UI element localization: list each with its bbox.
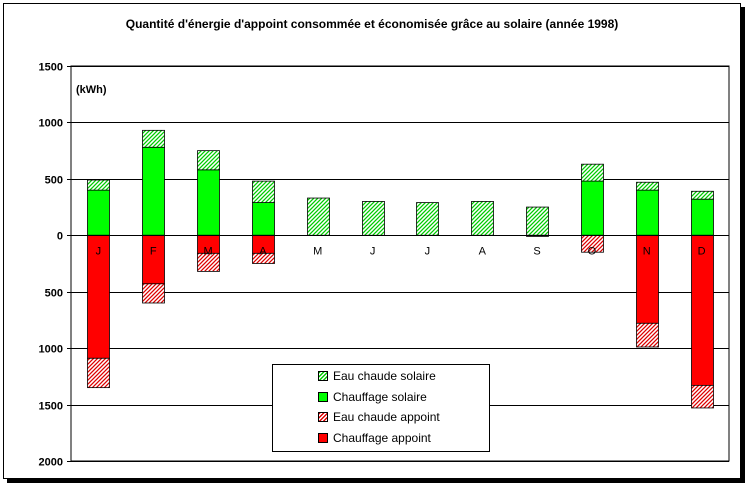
x-category-label: M [203,245,212,257]
y-tick-label: 1500 [39,62,63,74]
bar-eau-chaude-appoint [142,283,165,304]
y-tick-label: 1500 [39,401,63,413]
bar-eau-chaude-solaire [362,201,385,236]
bar-eau-chaude-appoint [252,252,275,264]
legend-swatch-solid-red [318,433,328,443]
y-tick-label: 1000 [39,344,63,356]
x-category-label: O [588,245,597,257]
y-tick-label: 500 [45,175,63,187]
y-tick-label: 500 [45,288,63,300]
legend-item-eau-chaude-appoint: Eau chaude appoint [318,408,440,426]
bar-eau-chaude-solaire [142,129,165,148]
bar-chauffage-appoint [691,234,714,386]
legend-swatch-hatched-red [318,412,328,422]
x-category-label: D [698,245,706,257]
bar-chauffage-appoint [142,234,165,285]
y-tick-label: 0 [57,231,63,243]
x-category-label: F [150,245,157,257]
x-category-label: M [313,245,322,257]
bar-chauffage-solaire [87,189,110,236]
chart-legend: Eau chaude solaire Chauffage solaire Eau… [272,364,490,452]
legend-label: Chauffage solaire [333,390,427,404]
bar-eau-chaude-solaire [471,201,494,236]
x-category-label: J [370,245,376,257]
legend-swatch-hatched-green [318,371,328,381]
bar-chauffage-solaire [581,180,604,236]
x-category-label: J [96,245,102,257]
chart-title: Quantité d'énergie d'appoint consommée e… [125,17,619,31]
legend-label: Eau chaude solaire [333,369,436,383]
bar-eau-chaude-solaire [581,163,604,182]
y-tick-label: 2000 [39,457,63,469]
bar-eau-chaude-solaire [252,180,275,203]
bar-chauffage-solaire [691,198,714,236]
bar-chauffage-solaire [197,169,220,236]
legend-item-eau-chaude-solaire: Eau chaude solaire [318,367,436,385]
bars-layer [87,129,714,409]
bar-eau-chaude-solaire [307,197,330,236]
x-category-label: S [533,245,540,257]
x-category-label: J [425,245,431,257]
bar-eau-chaude-solaire [691,190,714,200]
axis-layer: 1500 1000 500 0 500 1000 1500 2000 J F M A M J J A S O N D [39,62,729,469]
legend-item-chauffage-solaire: Chauffage solaire [318,388,427,406]
bar-eau-chaude-solaire [636,181,659,191]
bar-eau-chaude-appoint [87,357,110,389]
legend-label: Eau chaude appoint [333,410,440,424]
bar-chauffage-solaire [636,189,659,236]
bar-eau-chaude-appoint [691,384,714,409]
bar-eau-chaude-appoint [636,322,659,348]
y-axis-unit-label: (kWh) [76,84,107,96]
legend-item-chauffage-appoint: Chauffage appoint [318,429,431,447]
y-tick-label: 1000 [39,118,63,130]
legend-label: Chauffage appoint [333,431,431,445]
bar-eau-chaude-solaire [526,206,549,236]
bar-eau-chaude-solaire [416,202,439,236]
x-category-label: A [259,245,267,257]
bar-eau-chaude-solaire [197,150,220,171]
bar-eau-chaude-solaire [87,179,110,191]
x-category-label: N [643,245,651,257]
bar-eau-chaude-appoint [197,252,220,272]
bar-chauffage-solaire [252,202,275,236]
bar-chauffage-solaire [142,146,165,236]
legend-swatch-solid-green [318,392,328,402]
x-category-label: A [479,245,487,257]
